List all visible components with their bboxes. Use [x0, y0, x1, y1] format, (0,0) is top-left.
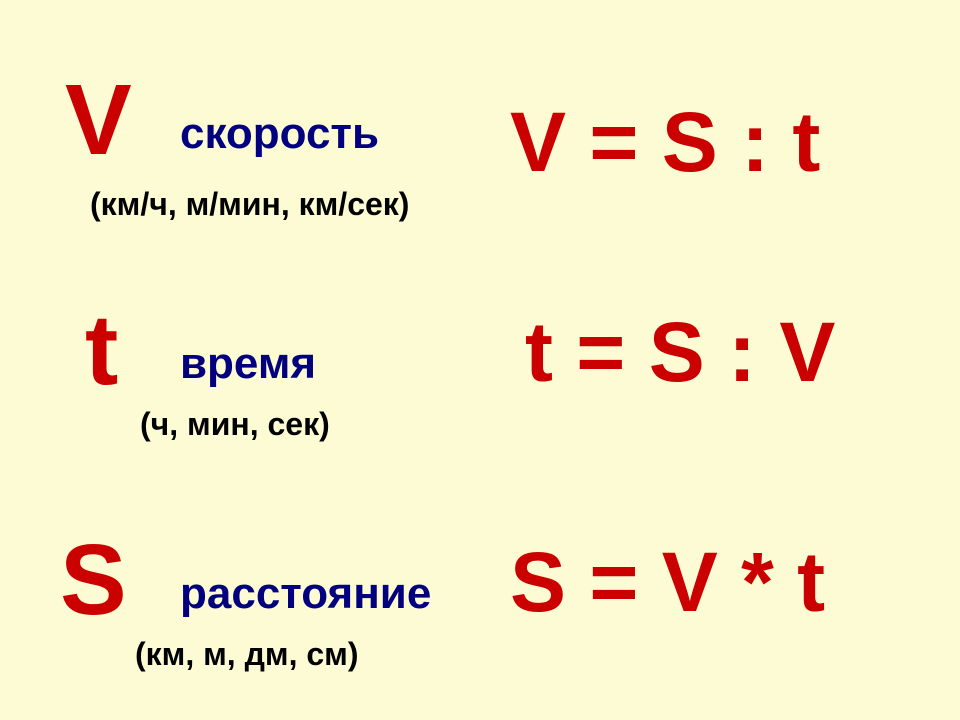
name-time: время [180, 342, 316, 386]
formula-velocity: V = S : t [510, 100, 820, 184]
name-velocity: скорость [180, 112, 379, 156]
units-distance: (км, м, дм, см) [135, 638, 358, 670]
formula-time: t = S : V [525, 310, 835, 394]
symbol-t: t [85, 300, 118, 400]
name-distance: расстояние [180, 572, 431, 616]
symbol-v: V [65, 70, 132, 170]
units-time: (ч, мин, сек) [140, 408, 330, 440]
symbol-s: S [60, 530, 127, 630]
formula-distance: S = V * t [510, 540, 825, 624]
units-velocity: (км/ч, м/мин, км/сек) [90, 188, 409, 220]
